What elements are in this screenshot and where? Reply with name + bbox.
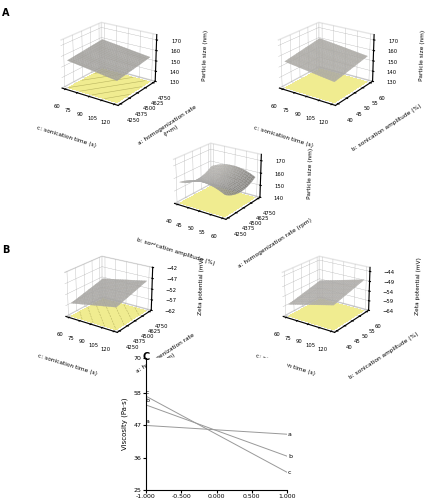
Text: c: c	[288, 470, 291, 475]
X-axis label: c: sonication time (s): c: sonication time (s)	[37, 353, 98, 376]
X-axis label: c: sonication time (s): c: sonication time (s)	[36, 126, 97, 148]
Y-axis label: b: sonication amplitude (%): b: sonication amplitude (%)	[351, 104, 422, 152]
Text: b: b	[146, 398, 150, 404]
X-axis label: b: sonication amplitude (%): b: sonication amplitude (%)	[136, 238, 216, 266]
Text: a: a	[146, 419, 150, 424]
X-axis label: c: sonication time (s): c: sonication time (s)	[253, 126, 314, 148]
X-axis label: c: sonication time (s): c: sonication time (s)	[255, 353, 315, 376]
Y-axis label: a: homogenization rate
(rpm): a: homogenization rate (rpm)	[135, 333, 198, 380]
Text: b: b	[288, 454, 292, 458]
Text: B: B	[2, 245, 10, 255]
Text: A: A	[2, 8, 10, 18]
Text: c: c	[146, 390, 149, 394]
Text: C: C	[143, 352, 150, 362]
Text: a: a	[288, 432, 292, 436]
Y-axis label: b: sonication amplitude (%): b: sonication amplitude (%)	[349, 332, 420, 380]
Y-axis label: a: homogenization rate
(rpm): a: homogenization rate (rpm)	[138, 105, 201, 151]
Y-axis label: Viscosity (Pa·s): Viscosity (Pa·s)	[122, 398, 128, 450]
Y-axis label: a: homogenization rate (rpm): a: homogenization rate (rpm)	[238, 217, 313, 269]
